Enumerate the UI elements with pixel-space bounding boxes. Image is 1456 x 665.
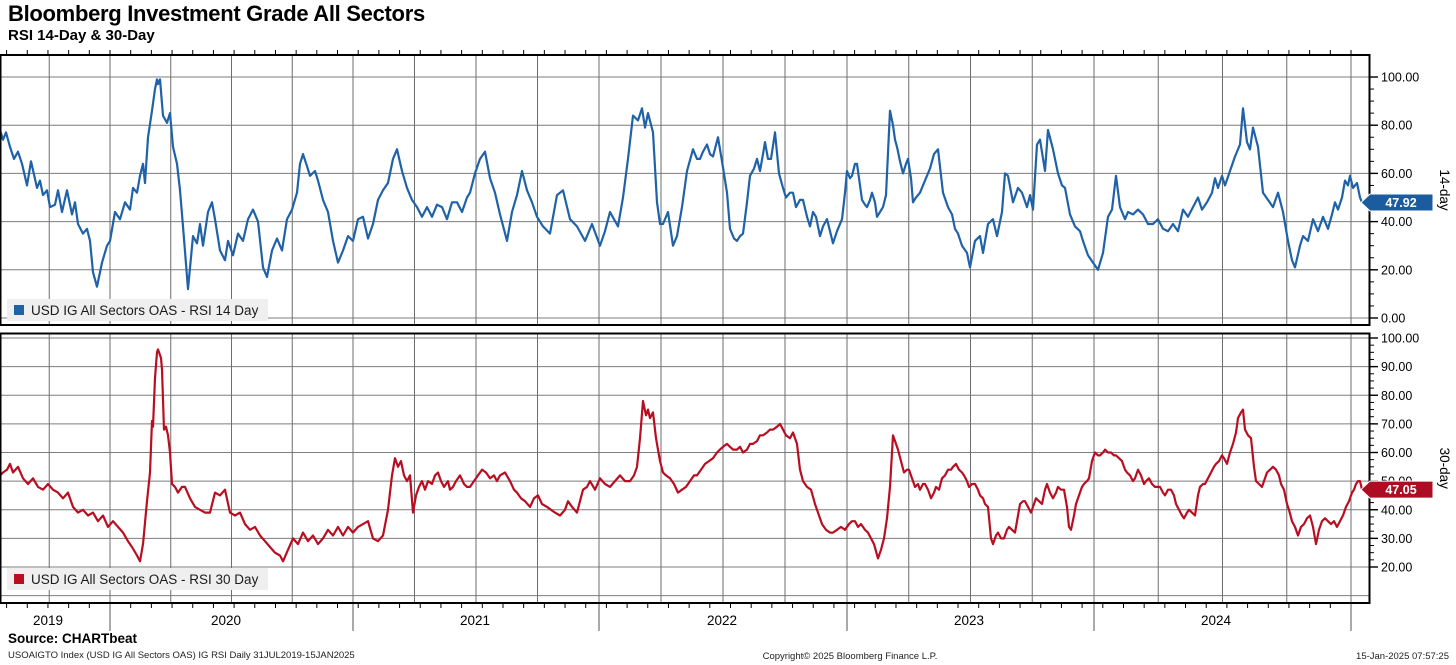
y-tick-label: 40.00 xyxy=(1381,215,1412,229)
year-label: 2022 xyxy=(707,613,737,628)
legend-rsi-30day: USD IG All Sectors OAS - RSI 30 Day xyxy=(7,568,269,590)
y-tick-label: 90.00 xyxy=(1381,360,1412,374)
footer-security-info: USOAIGTO Index (USD IG All Sectors OAS) … xyxy=(8,650,355,661)
x-axis: 2019 2020 2021 2022 2023 2024 xyxy=(6,50,1352,631)
panel-border xyxy=(0,332,1371,604)
y-tick-label: 100.00 xyxy=(1381,71,1419,85)
footer-source: Source: CHARTbeat xyxy=(8,631,138,646)
y-tick-label: 100.00 xyxy=(1381,332,1419,346)
y-tick-label: 80.00 xyxy=(1381,389,1412,403)
chart-subtitle: RSI 14-Day & 30-Day xyxy=(8,27,155,45)
badge-value-text: 47.05 xyxy=(1385,483,1416,497)
legend-swatch-30day-icon xyxy=(14,574,24,584)
chart-title: Bloomberg Investment Grade All Sectors xyxy=(8,1,425,26)
y-tick-label: 0.00 xyxy=(1381,312,1405,326)
right-axis: 100.00 80.00 60.00 40.00 20.00 0.00 14-day 100.… xyxy=(1370,71,1452,575)
year-label: 2019 xyxy=(33,613,63,628)
axis-label-30day: 30-day xyxy=(1437,448,1452,490)
title-block: Bloomberg Investment Grade All Sectors R… xyxy=(8,1,425,44)
last-value-badges: 47.92 47.05 xyxy=(1360,193,1434,499)
badge-rsi14-value xyxy=(1360,193,1434,212)
rsi-30day-line xyxy=(0,348,1364,563)
y-tick-label: 20.00 xyxy=(1381,263,1412,277)
panel-borders xyxy=(0,54,1371,604)
y-tick-label: 60.00 xyxy=(1381,167,1412,181)
gridlines xyxy=(0,55,1370,603)
panel-border xyxy=(0,54,1371,326)
legend-label-30day: USD IG All Sectors OAS - RSI 30 Day xyxy=(31,571,259,587)
axis-label-14day: 14-day xyxy=(1437,169,1452,211)
footer-timestamp: 15-Jan-2025 07:57:25 xyxy=(1356,651,1449,662)
badge-rsi30-value xyxy=(1360,480,1434,499)
y-tick-label: 30.00 xyxy=(1381,532,1412,546)
year-label: 2021 xyxy=(460,613,490,628)
year-label: 2020 xyxy=(211,613,241,628)
legend-swatch-14day-icon xyxy=(14,305,24,315)
y-tick-label: 70.00 xyxy=(1381,417,1412,431)
y-tick-label: 20.00 xyxy=(1381,561,1412,575)
series-lines xyxy=(0,78,1364,563)
y-tick-label: 60.00 xyxy=(1381,446,1412,460)
rsi-14day-line xyxy=(0,78,1364,291)
year-label: 2024 xyxy=(1201,613,1232,628)
legend-rsi-14day: USD IG All Sectors OAS - RSI 14 Day xyxy=(7,299,269,321)
legend-label-14day: USD IG All Sectors OAS - RSI 14 Day xyxy=(31,302,259,318)
year-label: 2023 xyxy=(954,613,984,628)
badge-value-text: 47.92 xyxy=(1385,196,1416,210)
footer-copyright: Copyright© 2025 Bloomberg Finance L.P. xyxy=(762,651,938,662)
y-tick-label: 80.00 xyxy=(1381,119,1412,133)
y-tick-label: 40.00 xyxy=(1381,503,1412,517)
